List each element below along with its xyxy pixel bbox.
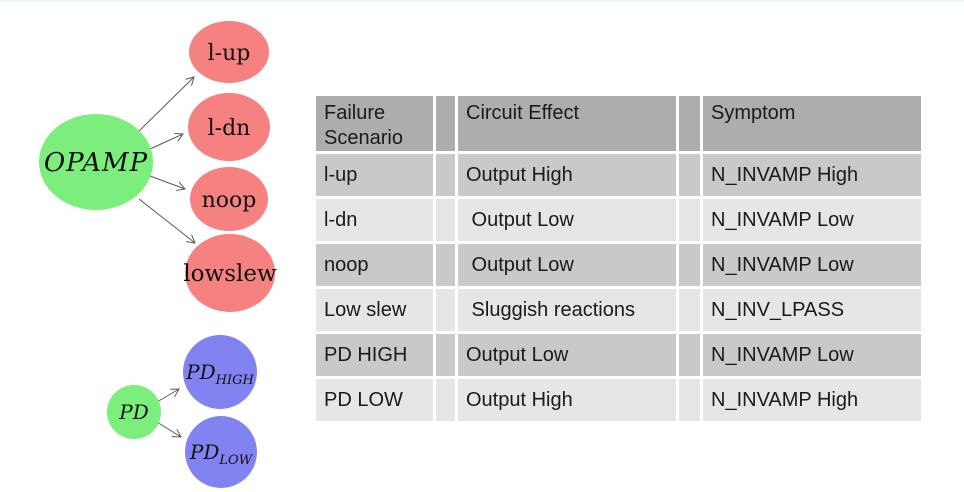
node-pdhigh-shape: [183, 335, 257, 409]
header-symptom: Symptom: [703, 96, 921, 151]
cell-effect: Output High: [458, 154, 676, 196]
cell-spacer: [436, 334, 455, 376]
node-pdlow-label-sub: LOW: [218, 453, 253, 468]
table-row: PD LOW Output High N_INVAMP High: [316, 379, 921, 421]
pd-edges: [156, 389, 181, 437]
cell-symptom: N_INVAMP High: [703, 154, 921, 196]
node-opamp-label: OPAMP: [44, 148, 148, 178]
cell-spacer: [436, 289, 455, 331]
table-row: Low slew Sluggish reactions N_INV_LPASS: [316, 289, 921, 331]
window-top-edge: [0, 0, 964, 2]
cell-symptom: N_INVAMP Low: [703, 334, 921, 376]
node-ldn-shape: [188, 93, 270, 161]
node-pdhigh: PDHIGH: [183, 335, 257, 409]
cell-spacer: [679, 154, 700, 196]
cell-effect: Sluggish reactions: [458, 289, 676, 331]
cell-spacer: [679, 199, 700, 241]
cell-effect: Output Low: [458, 244, 676, 286]
header-spacer-2: [679, 96, 700, 151]
cell-symptom: N_INVAMP High: [703, 379, 921, 421]
failure-scenario-table: Failure Scenario Circuit Effect Symptom …: [313, 93, 924, 424]
header-failure-scenario: Failure Scenario: [316, 96, 433, 151]
cell-spacer: [436, 244, 455, 286]
node-noop-shape: [190, 167, 268, 231]
cell-spacer: [679, 379, 700, 421]
node-pd-shape: [107, 385, 161, 439]
edge-opamp-lowslew: [138, 198, 195, 243]
node-ldn: l-dn: [188, 93, 270, 161]
header-circuit-effect: Circuit Effect: [458, 96, 676, 151]
node-pdlow: PDLOW: [185, 416, 257, 488]
node-pdlow-shape: [185, 416, 257, 488]
cell-effect: Output Low: [458, 334, 676, 376]
cell-spacer: [679, 244, 700, 286]
node-noop: noop: [190, 167, 268, 231]
cell-symptom: N_INV_LPASS: [703, 289, 921, 331]
node-lup-shape: [189, 21, 269, 83]
node-ldn-label: l-dn: [208, 116, 251, 141]
node-opamp: OPAMP: [39, 114, 153, 210]
node-pd-label: PD: [118, 400, 149, 424]
node-pdlow-label: PDLOW: [189, 440, 254, 468]
cell-spacer: [679, 334, 700, 376]
node-noop-label: noop: [202, 188, 257, 213]
edge-opamp-ldn: [149, 134, 183, 150]
cell-scenario: l-up: [316, 154, 433, 196]
node-lup: l-up: [189, 21, 269, 83]
node-pdhigh-label: PDHIGH: [185, 360, 254, 388]
node-opamp-shape: [39, 114, 153, 210]
cell-symptom: N_INVAMP Low: [703, 244, 921, 286]
cell-spacer: [436, 154, 455, 196]
cell-effect: Output Low: [458, 199, 676, 241]
node-lup-label: l-up: [208, 41, 251, 66]
cell-scenario: PD LOW: [316, 379, 433, 421]
cell-spacer: [679, 289, 700, 331]
table-row: l-up Output High N_INVAMP High: [316, 154, 921, 196]
node-lowslew: lowslew: [183, 234, 277, 312]
opamp-edges: [135, 77, 195, 243]
node-pd: PD: [107, 385, 161, 439]
cell-scenario: PD HIGH: [316, 334, 433, 376]
edge-pd-pdlow: [156, 421, 181, 437]
table-row: PD HIGH Output Low N_INVAMP Low: [316, 334, 921, 376]
node-pdhigh-label-sub: HIGH: [215, 373, 255, 388]
cell-scenario: Low slew: [316, 289, 433, 331]
fault-tree-diagram: OPAMP l-up l-dn noop lowslew PD PDHIGH: [39, 21, 277, 488]
table-header-row: Failure Scenario Circuit Effect Symptom: [316, 96, 921, 151]
cell-spacer: [436, 379, 455, 421]
node-lowslew-shape: [185, 234, 275, 312]
table-row: noop Output Low N_INVAMP Low: [316, 244, 921, 286]
edge-pd-pdhigh: [156, 389, 179, 403]
cell-symptom: N_INVAMP Low: [703, 199, 921, 241]
header-spacer-1: [436, 96, 455, 151]
node-lowslew-label: lowslew: [183, 261, 277, 287]
cell-scenario: noop: [316, 244, 433, 286]
node-pdlow-label-main: PD: [189, 440, 220, 464]
edge-opamp-noop: [149, 175, 185, 189]
table-row: l-dn Output Low N_INVAMP Low: [316, 199, 921, 241]
cell-effect: Output High: [458, 379, 676, 421]
node-pdhigh-label-main: PD: [185, 360, 216, 384]
edge-opamp-lup: [135, 77, 194, 135]
cell-spacer: [436, 199, 455, 241]
cell-scenario: l-dn: [316, 199, 433, 241]
